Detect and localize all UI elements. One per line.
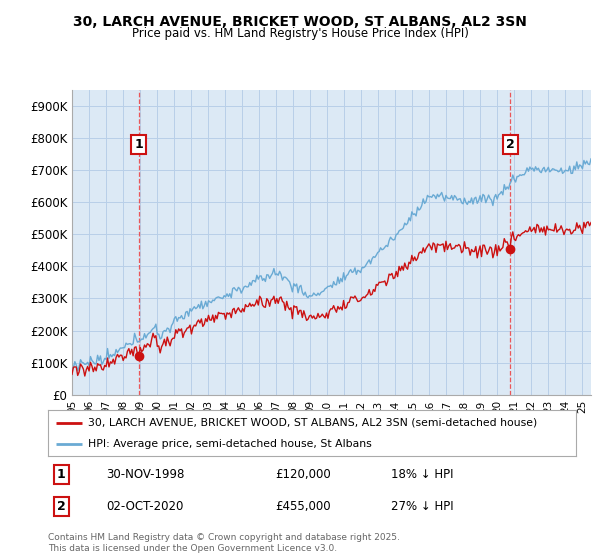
Text: Price paid vs. HM Land Registry's House Price Index (HPI): Price paid vs. HM Land Registry's House … [131,27,469,40]
Text: 2: 2 [57,500,65,514]
Text: 30, LARCH AVENUE, BRICKET WOOD, ST ALBANS, AL2 3SN: 30, LARCH AVENUE, BRICKET WOOD, ST ALBAN… [73,15,527,29]
Text: 02-OCT-2020: 02-OCT-2020 [106,500,184,514]
Text: 2: 2 [506,138,515,151]
Text: 1: 1 [57,468,65,481]
Text: HPI: Average price, semi-detached house, St Albans: HPI: Average price, semi-detached house,… [88,439,371,449]
Text: 30-NOV-1998: 30-NOV-1998 [106,468,184,481]
Text: 1: 1 [134,138,143,151]
Text: Contains HM Land Registry data © Crown copyright and database right 2025.
This d: Contains HM Land Registry data © Crown c… [48,533,400,553]
Text: 27% ↓ HPI: 27% ↓ HPI [391,500,454,514]
Text: £120,000: £120,000 [275,468,331,481]
Text: 30, LARCH AVENUE, BRICKET WOOD, ST ALBANS, AL2 3SN (semi-detached house): 30, LARCH AVENUE, BRICKET WOOD, ST ALBAN… [88,418,537,428]
Text: 18% ↓ HPI: 18% ↓ HPI [391,468,454,481]
Text: £455,000: £455,000 [275,500,331,514]
